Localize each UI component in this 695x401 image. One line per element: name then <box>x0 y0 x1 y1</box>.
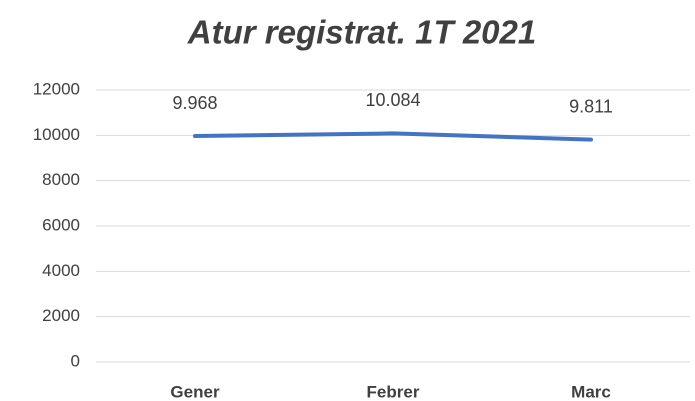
y-tick-label: 4000 <box>42 261 80 280</box>
chart-title: Atur registrat. 1T 2021 <box>187 14 536 51</box>
y-tick-label: 2000 <box>42 306 80 325</box>
x-tick-label: Febrer <box>367 382 420 401</box>
y-tick-label: 0 <box>71 351 80 370</box>
x-tick-label: Marc <box>571 382 611 401</box>
y-tick-label: 8000 <box>42 170 80 189</box>
y-tick-label: 10000 <box>33 125 80 144</box>
data-label: 9.811 <box>569 96 613 116</box>
x-tick-label: Gener <box>170 382 220 401</box>
data-label: 9.968 <box>172 93 217 113</box>
line-series <box>193 131 593 142</box>
y-tick-label: 6000 <box>42 215 80 234</box>
data-label: 10.084 <box>365 90 420 110</box>
y-tick-label: 12000 <box>33 79 80 98</box>
